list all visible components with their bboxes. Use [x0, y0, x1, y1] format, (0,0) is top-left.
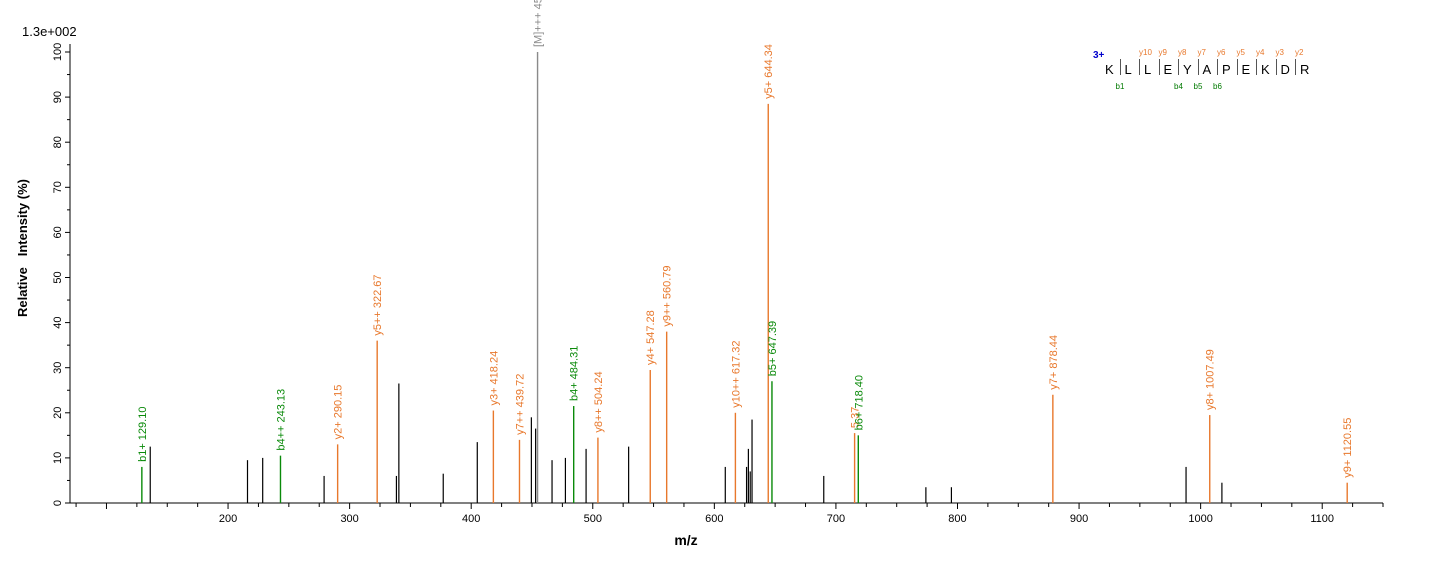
peak-label: b4+ 484.31: [569, 346, 581, 401]
y-tick-label: 80: [52, 136, 64, 148]
x-tick-label: 200: [219, 513, 237, 525]
y-tick-label: 90: [52, 91, 64, 103]
peak-label: y2+ 290.15: [333, 385, 345, 440]
intensity-scale-label: 1.3e+002: [22, 24, 77, 39]
y-tick-label: 30: [52, 362, 64, 374]
x-tick-label: 900: [1070, 513, 1088, 525]
peptide-residue: K: [1105, 62, 1114, 77]
peptide-residue: K: [1261, 62, 1270, 77]
cleavage-marker: [1139, 59, 1140, 75]
cleavage-marker: [1158, 59, 1160, 75]
peak-label: b6+ 718.40: [853, 375, 865, 430]
y-tick-label: 40: [52, 316, 64, 328]
y-tick-label: 60: [52, 226, 64, 238]
cleavage-marker: [1236, 59, 1238, 75]
peak-label: y4+ 547.28: [645, 310, 657, 365]
y-ion-marker: y9: [1158, 48, 1167, 57]
peak-label: y10++ 617.32: [730, 341, 742, 408]
y-ion-marker: y3: [1275, 48, 1284, 57]
y-ion-marker: y6: [1217, 48, 1226, 57]
b-ion-marker: b1: [1115, 82, 1125, 91]
peptide-residue: A: [1202, 62, 1212, 77]
peak-label: y9+ 1120.55: [1342, 418, 1354, 478]
y-tick-label: 20: [52, 407, 64, 419]
y-ion-marker: y10: [1139, 48, 1152, 57]
cleavage-marker: [1256, 59, 1257, 75]
peptide-residue: R: [1300, 62, 1310, 77]
x-axis-label: m/z: [674, 532, 697, 548]
cleavage-marker: [1178, 59, 1179, 75]
y-axis-label: Relative Intensity (%): [15, 179, 30, 317]
peak-label: b5+ 647.39: [767, 321, 779, 376]
charge-state-label: 3+: [1093, 50, 1105, 61]
y-ion-marker: y4: [1256, 48, 1265, 57]
cleavage-marker: [1217, 59, 1218, 75]
x-tick-label: 800: [948, 513, 966, 525]
y-tick-label: 50: [52, 271, 64, 283]
peak-label: y9++ 560.79: [662, 265, 674, 326]
peptide-residue: E: [1241, 62, 1251, 77]
cleavage-marker: [1275, 59, 1277, 75]
x-tick-label: 500: [584, 513, 602, 525]
y-ion-marker: y7: [1197, 48, 1206, 57]
peak-label: y5++ 322.67: [372, 274, 384, 335]
y-ion-marker: y2: [1295, 48, 1304, 57]
y-tick-label: 10: [52, 452, 64, 464]
x-tick-label: 300: [340, 513, 358, 525]
y-ion-marker: y8: [1178, 48, 1187, 57]
axes: 0 10 20 30 40 50 60 70 80 90 100 200 300 400 500 600 700…: [52, 43, 1384, 525]
y-tick-label: 0: [52, 500, 64, 506]
peak-label: y8+ 1007.49: [1205, 349, 1217, 410]
peak-label: y7++ 439.72: [514, 374, 526, 435]
peak-label: b4++ 243.13: [275, 389, 287, 451]
x-tick-label: 700: [827, 513, 845, 525]
x-tick-label: 600: [705, 513, 723, 525]
y-tick-label: 70: [52, 181, 64, 193]
y-tick-label: 100: [52, 43, 64, 61]
cleavage-marker: [1295, 59, 1296, 75]
b-ion-marker: b6: [1213, 82, 1222, 91]
peptide-residue: L: [1144, 62, 1152, 77]
y-ion-marker: y5: [1236, 48, 1245, 57]
x-tick-label: 1100: [1310, 513, 1334, 525]
peak-label-layer: b1+ 129.10 b4++ 243.13 y2+ 290.15 y5++ 322.…: [137, 0, 1354, 478]
peptide-residue: L: [1124, 62, 1132, 77]
peak-label: y3+ 418.24: [488, 351, 500, 406]
peptide-residue: Y: [1183, 62, 1192, 77]
peak-label: 5.37: [850, 407, 862, 428]
peak-label: y5+ 644.34: [763, 44, 775, 99]
b-ion-marker: b5: [1193, 82, 1203, 91]
peak-label: [M]+++ 454.59: [533, 0, 545, 47]
x-tick-label: 1000: [1188, 513, 1212, 525]
cleavage-marker: [1197, 59, 1199, 75]
x-tick-label: 400: [462, 513, 480, 525]
peak-label: y8++ 504.24: [593, 371, 605, 432]
peak-label: y7+ 878.44: [1048, 335, 1060, 390]
peak-label: b1+ 129.10: [137, 407, 149, 462]
peptide-residue: D: [1280, 62, 1290, 77]
peptide-residue: P: [1222, 62, 1231, 77]
b-ion-marker: b4: [1174, 82, 1183, 91]
peak-layer: [141, 52, 1348, 503]
cleavage-marker: [1119, 59, 1121, 75]
peptide-residue: E: [1163, 62, 1173, 77]
